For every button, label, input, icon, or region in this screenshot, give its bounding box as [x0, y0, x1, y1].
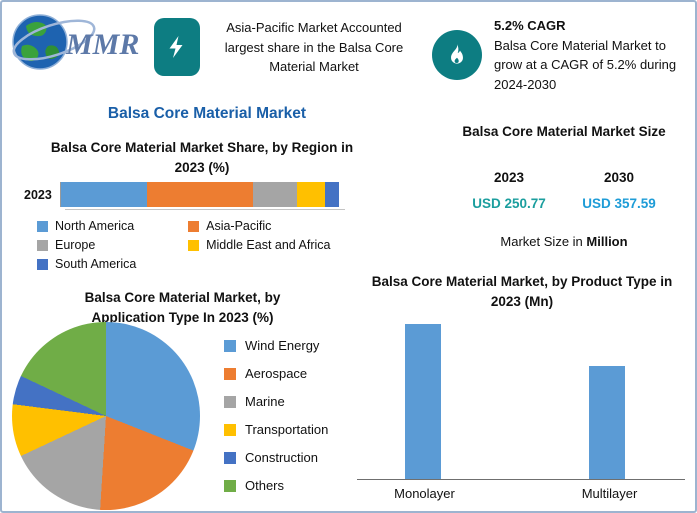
- product-axis-labels: Monolayer Multilayer: [357, 486, 685, 506]
- legend-marker-construction: [224, 451, 236, 464]
- legend-marker-north-america: [37, 220, 48, 232]
- legend-item-others: Others: [224, 478, 328, 493]
- market-size-value-2023: USD 250.77: [472, 196, 546, 211]
- bar-segment-europe: [252, 182, 298, 207]
- lightning-bolt-icon: [154, 18, 200, 77]
- product-bar-chart: [357, 314, 685, 480]
- legend-marker-south-america: [37, 258, 48, 270]
- legend-marker-middle-east-africa: [188, 239, 200, 251]
- callout-region-text: Asia-Pacific Market Accounted largest sh…: [224, 20, 404, 74]
- region-legend: North America Asia-Pacific Europe Middle…: [37, 219, 377, 271]
- bar-segment-north-america: [60, 182, 147, 207]
- legend-label: Aerospace: [245, 366, 308, 381]
- market-size-years: 2023 2030: [454, 170, 674, 185]
- legend-item-europe: Europe: [37, 238, 188, 252]
- legend-item-construction: Construction: [224, 450, 328, 465]
- legend-label: Transportation: [245, 422, 329, 437]
- product-chart-title: Balsa Core Material Market, by Product T…: [371, 274, 673, 310]
- highlight-callout-cagr: 5.2% CAGR Balsa Core Material Market to …: [432, 16, 690, 94]
- axis-label-multilayer: Multilayer: [581, 486, 638, 501]
- cagr-value: 5.2% CAGR: [494, 18, 566, 33]
- market-size-year-2030: 2030: [603, 170, 635, 185]
- market-size-title: Balsa Core Material Market Size: [462, 124, 666, 139]
- market-size-note-prefix: Market Size in: [500, 234, 587, 249]
- page-title: Balsa Core Material Market: [107, 105, 307, 122]
- legend-marker-asia-pacific: [188, 220, 200, 232]
- bar-segment-asia-pacific: [147, 182, 253, 207]
- legend-item-transportation: Transportation: [224, 422, 328, 437]
- legend-item-asia-pacific: Asia-Pacific: [188, 219, 377, 233]
- legend-label: Marine: [245, 394, 285, 409]
- legend-label: Others: [245, 478, 285, 493]
- bar-segment-middle-east-and-africa: [297, 182, 325, 207]
- region-axis-line: [65, 209, 345, 210]
- legend-label: Construction: [245, 450, 318, 465]
- legend-marker-others: [224, 479, 236, 492]
- legend-marker-transportation: [224, 423, 236, 436]
- highlight-callout-region: Asia-Pacific Market Accounted largest sh…: [154, 18, 416, 77]
- globe-icon: MMR: [12, 14, 139, 70]
- region-year-label: 2023: [24, 187, 52, 202]
- legend-item-north-america: North America: [37, 219, 188, 233]
- market-size-note-unit: Million: [586, 234, 628, 249]
- cagr-description: Balsa Core Material Market to grow at a …: [494, 37, 677, 92]
- bar-segment-south-america: [324, 182, 339, 207]
- legend-label: South America: [55, 257, 137, 271]
- application-pie-chart: [12, 322, 200, 510]
- callout-cagr-text: 5.2% CAGR Balsa Core Material Market to …: [494, 16, 690, 94]
- legend-item-middle-east-africa: Middle East and Africa: [188, 238, 377, 252]
- region-chart-title: Balsa Core Material Market Share, by Reg…: [50, 140, 354, 176]
- legend-marker-wind-energy: [224, 339, 236, 352]
- legend-item-wind-energy: Wind Energy: [224, 338, 328, 353]
- legend-item-aerospace: Aerospace: [224, 366, 328, 381]
- legend-label: Europe: [55, 238, 96, 252]
- market-size-note: Market Size in Million: [454, 234, 674, 249]
- axis-label-monolayer: Monolayer: [394, 486, 455, 501]
- legend-marker-marine: [224, 395, 236, 408]
- bar-multilayer: [589, 365, 625, 479]
- application-legend: Wind Energy Aerospace Marine Transportat…: [224, 338, 328, 506]
- legend-marker-europe: [37, 239, 48, 251]
- legend-marker-aerospace: [224, 367, 236, 380]
- legend-label: Middle East and Africa: [206, 238, 331, 252]
- region-chart: 2023: [24, 182, 339, 207]
- legend-label: North America: [55, 219, 135, 233]
- legend-label: Wind Energy: [245, 338, 320, 353]
- mmr-logo: MMR: [8, 6, 148, 78]
- application-chart-title: Balsa Core Material Market, by Applicati…: [84, 290, 281, 326]
- bar-monolayer: [405, 324, 441, 479]
- legend-label: Asia-Pacific: [206, 219, 272, 233]
- flame-icon: [432, 30, 482, 80]
- region-stacked-bar: [59, 182, 339, 207]
- legend-item-marine: Marine: [224, 394, 328, 409]
- market-size-values: USD 250.77 USD 357.59: [454, 196, 674, 211]
- legend-item-south-america: South America: [37, 257, 188, 271]
- market-size-value-2030: USD 357.59: [582, 196, 656, 211]
- logo-text: MMR: [65, 28, 139, 61]
- market-size-year-2023: 2023: [493, 170, 525, 185]
